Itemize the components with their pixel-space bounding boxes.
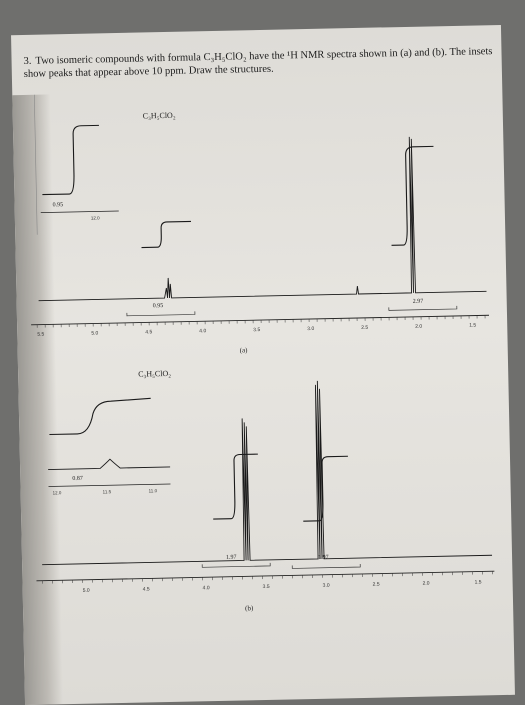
inset-b-scale-0: 12.0 bbox=[53, 490, 62, 495]
spectrum-b-trace bbox=[38, 377, 492, 564]
axis-b bbox=[36, 571, 494, 581]
tick-a-5: 3.0 bbox=[307, 326, 314, 332]
caption-a: (a) bbox=[240, 346, 249, 354]
formula-a: C₃H₅ClO₂ bbox=[143, 111, 176, 121]
inset-b-integral-value: 0.87 bbox=[72, 476, 83, 482]
inset-b-integral-curve bbox=[49, 398, 152, 434]
integral-a-2-value: 2.97 bbox=[413, 299, 424, 305]
inset-a-integral-curve bbox=[41, 125, 100, 194]
integral-a-1-value: 0.95 bbox=[153, 303, 164, 309]
tick-a-4: 3.5 bbox=[253, 327, 260, 333]
tick-b-6: 2.0 bbox=[423, 581, 430, 587]
integral-b-2-curve bbox=[302, 456, 349, 521]
axis-a-labels: 5.5 5.0 4.5 4.0 3.5 3.0 2.5 2.0 1.5 bbox=[37, 323, 476, 338]
tick-a-0: 5.5 bbox=[37, 332, 44, 338]
integral-a-1-curve bbox=[141, 221, 192, 247]
tick-a-1: 5.0 bbox=[91, 330, 98, 336]
tick-b-3: 3.5 bbox=[263, 584, 270, 590]
inset-b-scale-1: 11.5 bbox=[103, 489, 112, 494]
inset-a-axis bbox=[41, 211, 119, 213]
integral-a-1-bracket bbox=[127, 311, 195, 315]
inset-a-scale-label: 12.0 bbox=[91, 215, 100, 220]
inset-a-frame bbox=[34, 95, 37, 235]
integral-b-2-value: 1.97 bbox=[318, 555, 329, 561]
nmr-figures: 0.95 12.0 C₃H₅ClO₂ 0.95 2.97 bbox=[11, 25, 515, 705]
tick-b-0: 5.0 bbox=[83, 588, 90, 594]
inset-b-trace bbox=[48, 458, 170, 470]
tick-a-7: 2.0 bbox=[415, 324, 422, 330]
spectrum-b: C₃H₅ClO₂ 0.87 12.0 11.5 11.0 1.97 1.97 bbox=[32, 362, 495, 617]
integral-b-1-curve bbox=[212, 454, 259, 519]
inset-b-scale-2: 11.0 bbox=[149, 488, 158, 493]
tick-a-8: 1.5 bbox=[469, 323, 476, 329]
caption-b: (b) bbox=[245, 604, 254, 612]
formula-b: C₃H₅ClO₂ bbox=[138, 369, 171, 379]
tick-a-6: 2.5 bbox=[361, 325, 368, 331]
inset-b-axis bbox=[48, 484, 170, 487]
tick-a-2: 4.5 bbox=[145, 329, 152, 335]
integral-b-1-bracket bbox=[202, 563, 270, 567]
integral-b-1-value: 1.97 bbox=[226, 555, 237, 561]
tick-b-7: 1.5 bbox=[475, 579, 482, 585]
integral-b-2-bracket bbox=[292, 564, 360, 568]
axis-b-labels: 5.0 4.5 4.0 3.5 3.0 2.5 2.0 1.5 bbox=[83, 579, 482, 593]
tick-b-4: 3.0 bbox=[323, 583, 330, 589]
spectrum-a-trace bbox=[35, 135, 486, 300]
integral-a-2-bracket bbox=[389, 306, 457, 310]
worksheet-page: 3.Two isomeric compounds with formula C₃… bbox=[11, 25, 515, 705]
spectrum-a: 0.95 12.0 C₃H₅ClO₂ 0.95 2.97 bbox=[26, 85, 489, 359]
tick-b-5: 2.5 bbox=[373, 582, 380, 588]
tick-b-2: 4.0 bbox=[203, 585, 210, 591]
tick-b-1: 4.5 bbox=[143, 586, 150, 592]
tick-a-3: 4.0 bbox=[199, 328, 206, 334]
inset-a-integral-value: 0.95 bbox=[53, 202, 64, 208]
